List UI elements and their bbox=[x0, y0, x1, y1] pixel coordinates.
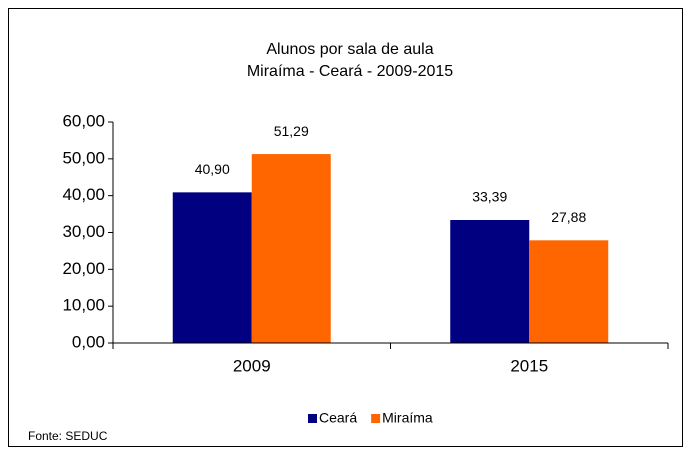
x-tick-label: 2009 bbox=[233, 356, 271, 375]
bar bbox=[172, 192, 252, 343]
source-note: Fonte: SEDUC bbox=[28, 429, 108, 443]
y-tick-label: 30,00 bbox=[62, 222, 105, 241]
chart-border bbox=[8, 8, 683, 447]
value-label: 51,29 bbox=[274, 123, 309, 139]
chart-title: Alunos por sala de aula bbox=[266, 41, 433, 58]
y-tick-label: 60,00 bbox=[62, 111, 105, 130]
bar bbox=[529, 240, 609, 343]
y-tick-label: 0,00 bbox=[72, 332, 105, 351]
y-tick-label: 10,00 bbox=[62, 296, 105, 315]
value-label: 27,88 bbox=[551, 209, 586, 225]
y-tick-label: 50,00 bbox=[62, 148, 105, 167]
legend-label: Miraíma bbox=[382, 410, 433, 426]
bar bbox=[450, 220, 530, 343]
legend-swatch bbox=[308, 414, 317, 423]
chart-subtitle: Miraíma - Ceará - 2009-2015 bbox=[247, 63, 453, 80]
y-tick-label: 20,00 bbox=[62, 259, 105, 278]
value-label: 40,90 bbox=[195, 161, 230, 177]
y-tick-label: 40,00 bbox=[62, 185, 105, 204]
bar bbox=[251, 154, 331, 343]
x-tick-label: 2015 bbox=[510, 356, 548, 375]
legend-label: Ceará bbox=[319, 410, 357, 426]
legend-swatch bbox=[371, 414, 381, 423]
value-label: 33,39 bbox=[472, 189, 507, 205]
